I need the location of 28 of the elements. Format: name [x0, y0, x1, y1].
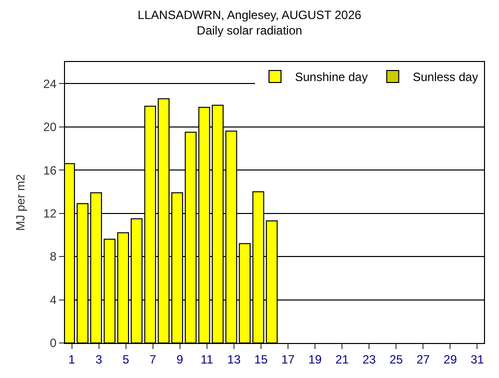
x-tick-label: 23: [362, 352, 376, 366]
y-tick-label: 20: [43, 120, 57, 134]
chart-title: LLANSADWRN, Anglesey, AUGUST 2026: [138, 8, 362, 22]
y-tick-label: 0: [50, 336, 57, 350]
legend-label: Sunshine day: [295, 70, 368, 84]
legend-label: Sunless day: [412, 70, 478, 84]
x-tick-label: 13: [227, 352, 241, 366]
x-tick-label: 5: [122, 352, 130, 366]
x-tick-label: 7: [150, 352, 157, 366]
y-tick-label: 12: [43, 206, 57, 221]
y-tick-label: 24: [43, 76, 57, 91]
x-tick-label: 19: [308, 352, 322, 366]
chart-subtitle: Daily solar radiation: [196, 24, 302, 38]
x-tick-label: 15: [254, 352, 268, 366]
x-tick-label: 31: [470, 352, 484, 366]
x-tick-label: 9: [176, 352, 184, 366]
y-tick-label: 16: [43, 163, 57, 178]
x-tick-label: 29: [444, 352, 458, 366]
x-tick-label: 1: [68, 352, 76, 366]
x-tick-label: 17: [281, 352, 296, 366]
x-tick-label: 25: [389, 352, 404, 366]
x-tick-label: 3: [95, 352, 102, 366]
x-tick-label: 27: [416, 352, 430, 366]
x-tick-label: 11: [200, 352, 214, 366]
y-axis-title: MJ per m2: [14, 174, 28, 231]
y-tick-label: 4: [50, 292, 57, 307]
y-tick-label: 8: [50, 250, 57, 264]
x-tick-label: 21: [335, 352, 350, 366]
